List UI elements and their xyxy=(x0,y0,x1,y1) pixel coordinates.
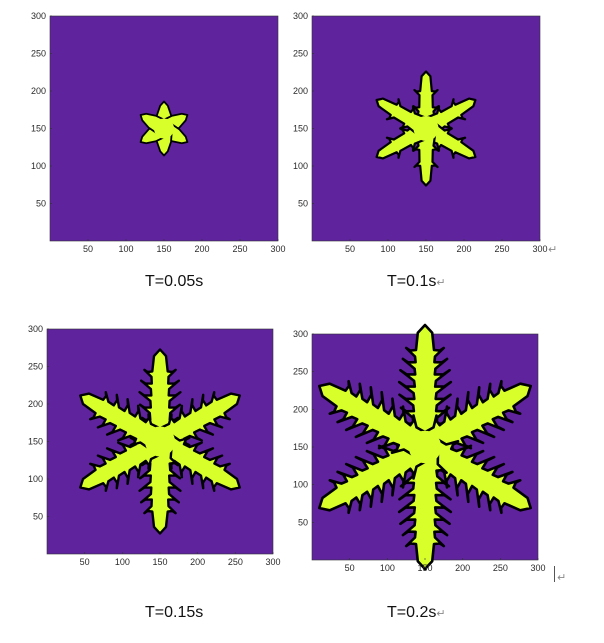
plot-3-content: 50 100 150 200 250 300 300 250 200 150 100 50 xyxy=(28,324,281,567)
x-tick-label-2-3: 150 xyxy=(418,244,433,254)
caption-text-4: T=0.2s xyxy=(387,604,437,621)
y-tick-label-4-1: 300 xyxy=(293,329,308,339)
plot-1-content: 50 100 150 200 250 300 300 250 200 150 100 50 xyxy=(31,11,286,254)
x-tick-label-3-6: 300 xyxy=(265,557,280,567)
caption-text-1: T=0.05s xyxy=(145,273,204,290)
plot-2-svg: 50 100 150 200 250 300 300 250 200 150 100 50 xyxy=(293,11,548,254)
caption-t-0-15: T=0.15s xyxy=(145,604,203,622)
y-tick-label-2-6: 50 xyxy=(298,199,308,209)
snowflake-plot-panel-1: 50 100 150 200 250 300 300 250 200 150 100 50 xyxy=(31,11,286,254)
x-tick-label-1-4: 200 xyxy=(194,244,209,254)
y-tick-label-3-5: 100 xyxy=(28,474,43,484)
y-tick-label-3-2: 250 xyxy=(28,362,43,372)
y-tick-label-1-5: 100 xyxy=(31,161,46,171)
y-tick-label-4-4: 150 xyxy=(293,442,308,452)
plot-1-svg: 50 100 150 200 250 300 300 250 200 150 100 50 xyxy=(31,11,286,254)
caption-t-0-1: T=0.1s↵ xyxy=(387,273,446,291)
caption-text-3: T=0.15s xyxy=(145,604,204,621)
x-tick-label-2-1: 50 xyxy=(345,244,355,254)
snowflake-crystal-3 xyxy=(79,348,241,535)
x-tick-label-4-2: 100 xyxy=(380,563,395,573)
y-tick-label-2-2: 250 xyxy=(293,49,308,59)
x-tick-label-4-4: 200 xyxy=(455,563,470,573)
crystal-core-2 xyxy=(413,116,439,141)
y-tick-label-4-6: 50 xyxy=(298,517,308,527)
x-tick-label-4-3: 150 xyxy=(417,563,432,573)
snowflake-plot-panel-4: 50 100 150 200 250 300 300 250 200 150 100 50 xyxy=(293,323,546,573)
y-tick-label-4-3: 200 xyxy=(293,404,308,414)
y-tick-label-3-1: 300 xyxy=(28,324,43,334)
y-tick-label-1-6: 50 xyxy=(36,199,46,209)
x-tick-label-1-2: 100 xyxy=(118,244,133,254)
crystal-arm-4-4 xyxy=(397,445,453,571)
x-tick-label-3-3: 150 xyxy=(152,557,167,567)
y-tick-label-3-6: 50 xyxy=(33,512,43,522)
text-cursor xyxy=(554,566,555,582)
y-tick-label-2-4: 150 xyxy=(293,124,308,134)
x-tick-label-1-6: 300 xyxy=(270,244,285,254)
crystal-core-3 xyxy=(145,426,175,457)
y-tick-label-4-5: 100 xyxy=(293,480,308,490)
crystal-arm-4-1 xyxy=(397,323,453,449)
x-tick-label-4-5: 250 xyxy=(493,563,508,573)
crystal-arm-4-3 xyxy=(417,434,532,515)
crystal-arm-3-6 xyxy=(79,391,168,454)
x-tick-label-2-4: 200 xyxy=(456,244,471,254)
x-tick-label-4-1: 50 xyxy=(345,563,355,573)
caption-t-0-2: T=0.2s↵ xyxy=(387,604,446,622)
y-tick-label-4-2: 250 xyxy=(293,367,308,377)
x-tick-label-2-5: 250 xyxy=(494,244,509,254)
crystal-arm-3-4 xyxy=(138,440,182,535)
y-tick-label-1-4: 150 xyxy=(31,124,46,134)
x-tick-label-2-6: 300 xyxy=(532,244,547,254)
x-tick-label-3-1: 50 xyxy=(80,557,90,567)
x-tick-label-3-2: 100 xyxy=(115,557,130,567)
plot-2-content: 50 100 150 200 250 300 300 250 200 150 100 50 xyxy=(293,11,548,254)
snowflake-crystal-2 xyxy=(375,70,477,187)
caption-mark-2: ↵ xyxy=(436,277,446,289)
snowflake-plot-panel-2: 50 100 150 200 250 300 300 250 200 150 100 50 xyxy=(293,11,548,254)
plot-3-svg: 50 100 150 200 250 300 300 250 200 150 100 50 xyxy=(28,324,281,567)
y-tick-label-3-4: 150 xyxy=(28,437,43,447)
x-tick-label-1-5: 250 xyxy=(232,244,247,254)
x-tick-label-3-5: 250 xyxy=(228,557,243,567)
y-tick-label-1-1: 300 xyxy=(31,11,46,21)
x-tick-label-2-2: 100 xyxy=(380,244,395,254)
return-mark-1: ↵ xyxy=(548,243,558,256)
x-tick-label-1-1: 50 xyxy=(83,244,93,254)
y-tick-label-2-3: 200 xyxy=(293,86,308,96)
y-tick-label-1-3: 200 xyxy=(31,86,46,96)
plot-4-svg: 50 100 150 200 250 300 300 250 200 150 100 50 xyxy=(293,323,546,573)
x-tick-label-4-6: 300 xyxy=(530,563,545,573)
plot-4-content: 50 100 150 200 250 300 300 250 200 150 100 50 xyxy=(293,323,546,573)
y-tick-label-3-3: 200 xyxy=(28,399,43,409)
crystal-arm-4-2 xyxy=(417,379,532,460)
snowflake-crystal-1 xyxy=(139,100,189,157)
crystal-core-1 xyxy=(154,118,174,139)
crystal-arm-4-6 xyxy=(318,379,433,460)
y-tick-label-1-2: 250 xyxy=(31,49,46,59)
caption-text-2: T=0.1s xyxy=(387,273,437,290)
crystal-arm-3-1 xyxy=(138,348,182,443)
snowflake-crystal-4 xyxy=(318,323,532,571)
crystal-arm-4-5 xyxy=(318,434,433,515)
y-tick-label-2-5: 100 xyxy=(293,161,308,171)
crystal-core-4 xyxy=(408,430,442,464)
y-tick-label-2-1: 300 xyxy=(293,11,308,21)
caption-t-0-05: T=0.05s xyxy=(145,273,203,291)
x-tick-label-1-3: 150 xyxy=(156,244,171,254)
return-mark-2: ↵ xyxy=(557,571,567,584)
caption-mark-4: ↵ xyxy=(436,608,446,620)
x-tick-label-3-4: 200 xyxy=(190,557,205,567)
crystal-arm-3-3 xyxy=(152,429,241,492)
snowflake-plot-panel-3: 50 100 150 200 250 300 300 250 200 150 100 50 xyxy=(28,324,281,567)
